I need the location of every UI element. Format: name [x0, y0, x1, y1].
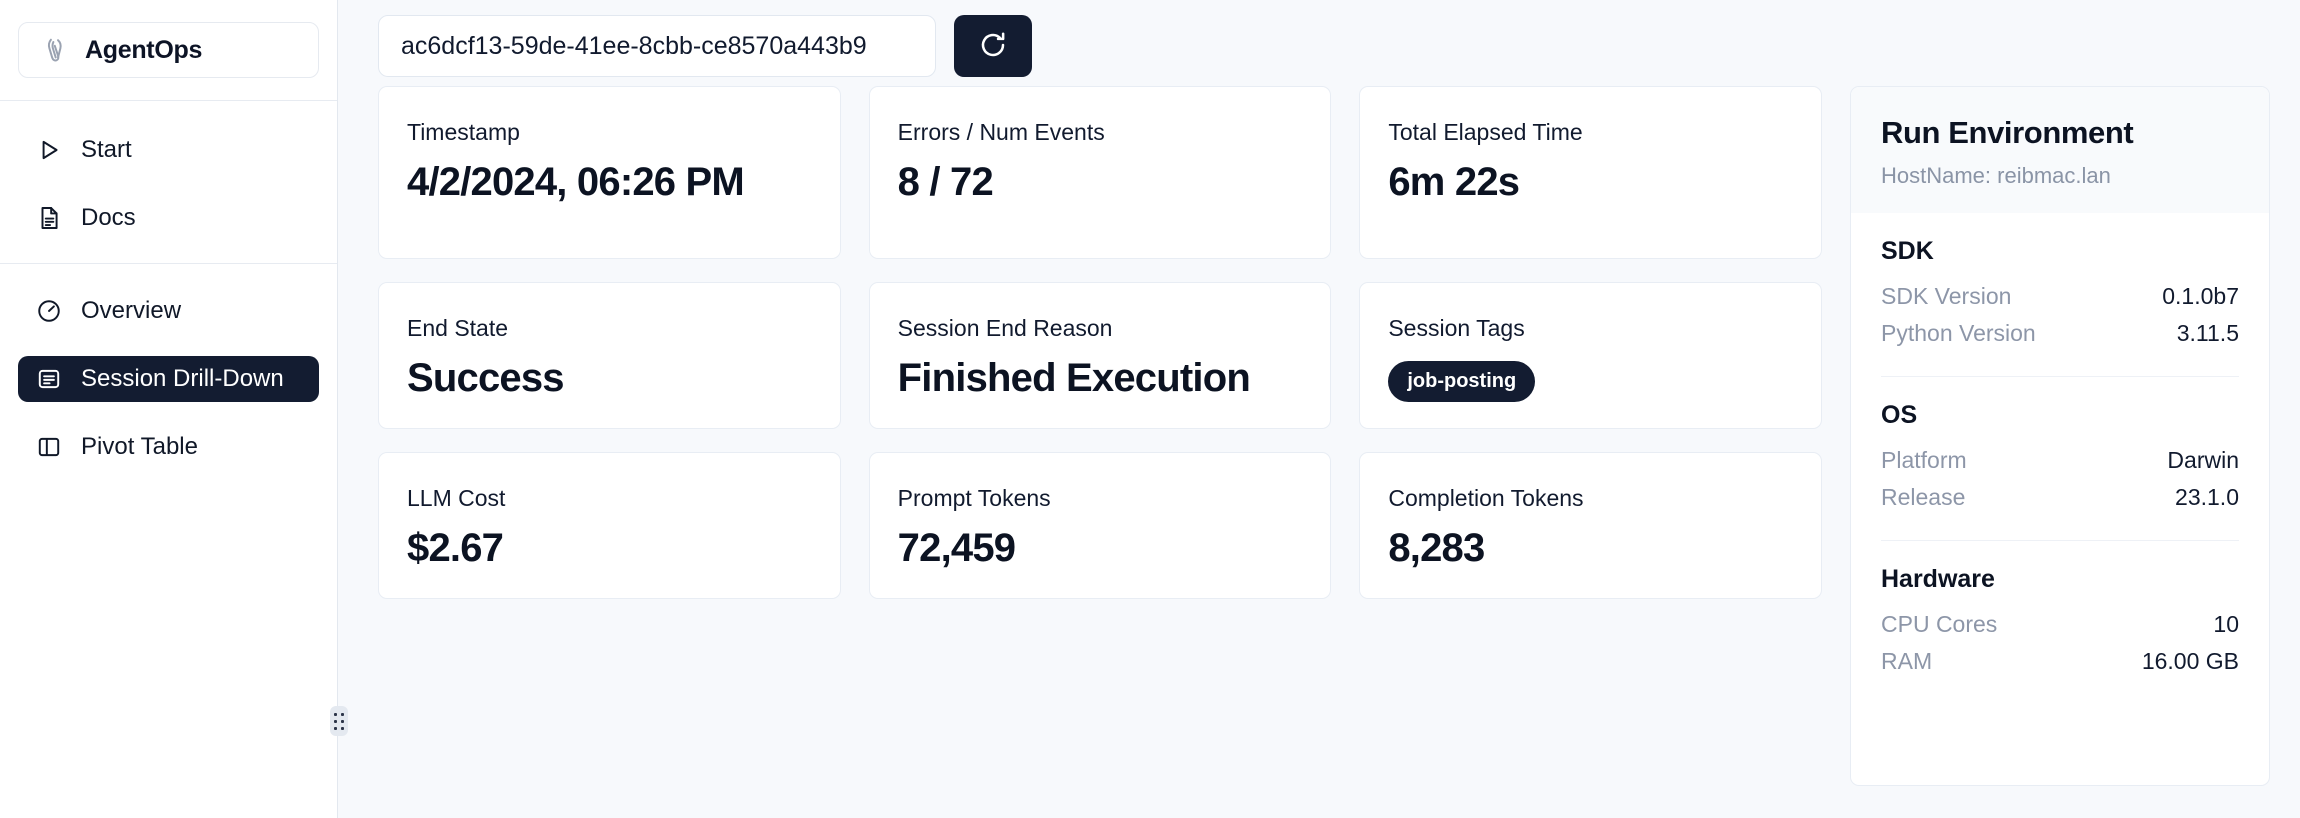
logo-label: AgentOps	[85, 35, 203, 64]
env-row: CPU Cores 10	[1881, 606, 2239, 643]
card-value: Success	[407, 355, 565, 400]
handle-dot	[334, 719, 337, 723]
run-environment-panel: Run Environment HostName: reibmac.lan SD…	[1850, 86, 2270, 786]
metric-card-completion-tokens: Completion Tokens 8,283	[1359, 452, 1823, 599]
columns-icon	[36, 434, 62, 460]
nav-group-primary: Start Docs	[0, 101, 337, 241]
sidebar-item-start[interactable]: Start	[18, 127, 319, 173]
sidebar-item-docs[interactable]: Docs	[18, 195, 319, 241]
card-value: $2.67	[407, 525, 504, 570]
paperclip-icon	[41, 36, 69, 64]
metric-card-row: End State Success Session End Reason Fin…	[378, 282, 1823, 429]
metric-card-end-state: End State Success	[378, 282, 841, 429]
sidebar-resize-handle[interactable]	[330, 706, 348, 736]
run-environment-header: Run Environment HostName: reibmac.lan	[1851, 87, 2269, 213]
sidebar-item-pivot-table-label: Pivot Table	[81, 433, 198, 460]
card-value: 4/2/2024, 06:26 PM	[407, 159, 745, 204]
metric-card-timestamp: Timestamp 4/2/2024, 06:26 PM	[378, 86, 841, 259]
document-icon	[36, 205, 62, 231]
card-value: 8 / 72	[897, 159, 994, 204]
env-value: 16.00 GB	[2141, 648, 2239, 674]
handle-dot	[341, 719, 344, 723]
env-key: RAM	[1881, 648, 1933, 674]
env-section-sdk: SDK SDK Version 0.1.0b7 Python Version 3…	[1881, 213, 2239, 352]
env-key: Platform	[1881, 447, 1967, 473]
sidebar-divider-middle	[0, 263, 337, 264]
sidebar: AgentOps Start Docs	[0, 0, 348, 818]
run-environment-body: SDK SDK Version 0.1.0b7 Python Version 3…	[1851, 213, 2269, 680]
env-section-title: SDK	[1881, 237, 1934, 265]
card-label: Timestamp	[407, 119, 520, 145]
sidebar-item-session-drill-down[interactable]: Session Drill-Down	[18, 356, 319, 402]
card-value: Finished Execution	[897, 355, 1251, 400]
metric-cards-grid: Timestamp 4/2/2024, 06:26 PM Errors / Nu…	[378, 86, 1823, 786]
env-key: SDK Version	[1881, 283, 2012, 309]
sidebar-item-start-label: Start	[81, 136, 132, 163]
env-value: 0.1.0b7	[2162, 283, 2239, 309]
env-row: SDK Version 0.1.0b7	[1881, 278, 2239, 315]
session-id-input[interactable]	[378, 15, 936, 77]
metric-card-prompt-tokens: Prompt Tokens 72,459	[868, 452, 1332, 599]
content-area: Timestamp 4/2/2024, 06:26 PM Errors / Nu…	[378, 86, 2270, 786]
card-value: 72,459	[897, 525, 1016, 570]
sidebar-item-pivot-table[interactable]: Pivot Table	[18, 424, 319, 470]
main-content: Timestamp 4/2/2024, 06:26 PM Errors / Nu…	[338, 0, 2300, 818]
env-section-title: OS	[1881, 401, 1918, 429]
metric-card-total-elapsed-time: Total Elapsed Time 6m 22s	[1359, 86, 1823, 259]
refresh-icon	[977, 29, 1009, 64]
card-value: 6m 22s	[1388, 159, 1520, 204]
metric-card-row: LLM Cost $2.67 Prompt Tokens 72,459 Comp…	[378, 452, 1823, 599]
env-row: RAM 16.00 GB	[1881, 643, 2239, 680]
refresh-button[interactable]	[954, 15, 1032, 77]
sidebar-item-session-drill-down-label: Session Drill-Down	[81, 365, 284, 392]
card-value: 8,283	[1388, 525, 1485, 570]
panel-title: Run Environment	[1881, 115, 2134, 150]
env-value: 3.11.5	[2176, 320, 2239, 346]
toolbar	[378, 0, 2270, 86]
env-key: CPU Cores	[1881, 611, 1998, 637]
card-label: Errors / Num Events	[897, 119, 1105, 145]
handle-dot	[341, 712, 344, 716]
env-value: 23.1.0	[2175, 484, 2239, 510]
metric-card-llm-cost: LLM Cost $2.67	[378, 452, 841, 599]
gauge-icon	[36, 298, 62, 324]
nav-group-secondary: Overview Session Drill-Down Pivot T	[0, 264, 337, 470]
sidebar-divider-top	[0, 100, 337, 101]
env-section-hardware: Hardware CPU Cores 10 RAM 16.00 GB	[1881, 540, 2239, 680]
sidebar-item-overview[interactable]: Overview	[18, 288, 319, 334]
sidebar-item-overview-label: Overview	[81, 297, 182, 324]
card-label: LLM Cost	[407, 485, 506, 511]
env-section-os: OS Platform Darwin Release 23.1.0	[1881, 376, 2239, 516]
card-label: Prompt Tokens	[897, 485, 1051, 511]
play-icon	[36, 137, 62, 163]
env-section-title: Hardware	[1881, 565, 1995, 593]
card-label: Session End Reason	[897, 315, 1113, 341]
env-row: Platform Darwin	[1881, 442, 2239, 479]
card-label: End State	[407, 315, 509, 341]
sidebar-item-docs-label: Docs	[81, 204, 136, 231]
status-badge[interactable]: job-posting	[1388, 360, 1536, 402]
handle-dot	[334, 712, 337, 716]
hostname-label: HostName: reibmac.lan	[1881, 163, 2111, 188]
handle-dot	[334, 726, 337, 730]
metric-card-errors-num-events: Errors / Num Events 8 / 72	[868, 86, 1332, 259]
env-row: Python Version 3.11.5	[1881, 315, 2239, 352]
env-key: Python Version	[1881, 320, 2036, 346]
metric-card-session-end-reason: Session End Reason Finished Execution	[868, 282, 1332, 429]
env-value: Darwin	[2167, 447, 2239, 473]
metric-card-session-tags: Session Tags job-posting	[1359, 282, 1823, 429]
logo-button[interactable]: AgentOps	[18, 22, 319, 78]
env-row: Release 23.1.0	[1881, 479, 2239, 516]
env-key: Release	[1881, 484, 1966, 510]
card-label: Completion Tokens	[1388, 485, 1584, 511]
list-panel-icon	[36, 366, 62, 392]
handle-dot	[341, 726, 344, 730]
env-value: 10	[2213, 611, 2239, 637]
metric-card-row: Timestamp 4/2/2024, 06:26 PM Errors / Nu…	[378, 86, 1823, 259]
card-label: Session Tags	[1388, 315, 1525, 341]
card-label: Total Elapsed Time	[1388, 119, 1583, 145]
